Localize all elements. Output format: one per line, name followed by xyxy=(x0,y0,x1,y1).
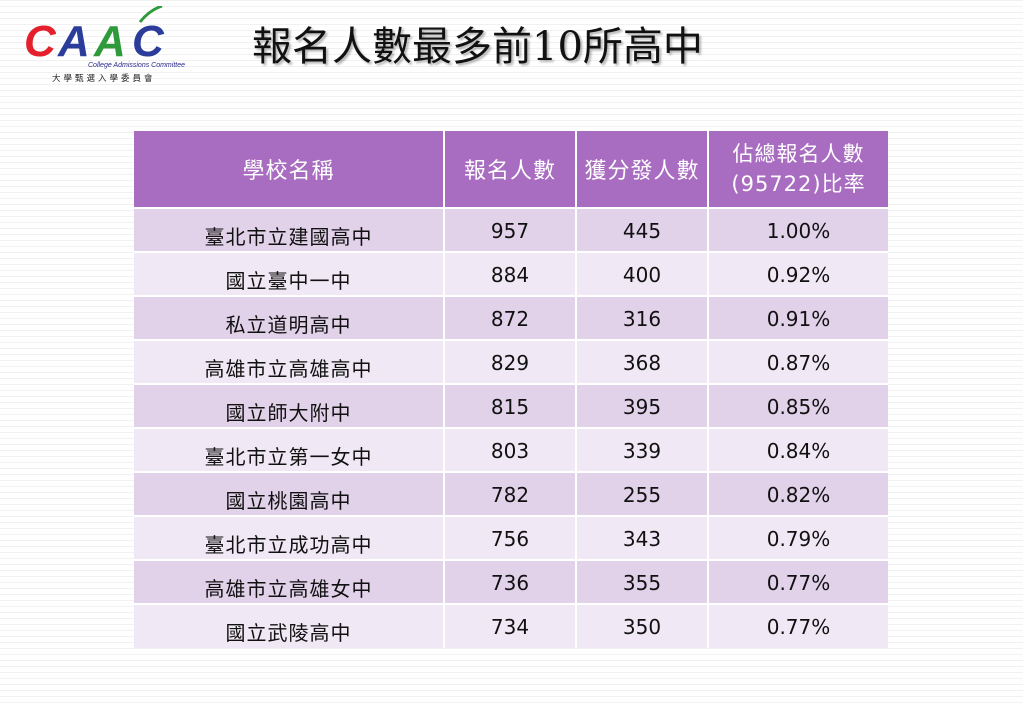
admitted-cell: 368 xyxy=(576,339,709,384)
header-school: 學校名稱 xyxy=(134,131,445,208)
applicants-cell: 815 xyxy=(444,383,577,428)
admitted-cell: 316 xyxy=(576,295,709,340)
applicants-cell: 829 xyxy=(444,339,577,384)
logo-english-name: College Admissions Committee xyxy=(88,62,185,69)
caac-logo-mark: C A A C xyxy=(24,6,165,66)
school-name-cell: 高雄市立高雄高中 xyxy=(134,339,445,384)
svg-text:A: A xyxy=(57,17,90,66)
ratio-cell: 0.79% xyxy=(708,515,888,560)
svg-text:C: C xyxy=(24,17,57,66)
header-admitted: 獲分發人數 xyxy=(576,131,709,208)
school-name-cell: 私立道明高中 xyxy=(134,295,445,340)
table-row: 國立師大附中 815 395 0.85% xyxy=(134,383,888,428)
school-name-cell: 國立桃園高中 xyxy=(134,471,445,516)
applicants-cell: 782 xyxy=(444,471,577,516)
applicants-cell: 957 xyxy=(444,207,577,252)
header-applicants: 報名人數 xyxy=(444,131,577,208)
ratio-cell: 0.92% xyxy=(708,251,888,296)
header-ratio: 佔總報名人數 (95722)比率 xyxy=(708,131,888,208)
caac-logo: C A A C College Admissions Committee 大學甄… xyxy=(22,6,204,88)
admitted-cell: 339 xyxy=(576,427,709,472)
page-title: 報名人數最多前10所高中 xyxy=(252,24,703,70)
admitted-cell: 400 xyxy=(576,251,709,296)
admitted-cell: 255 xyxy=(576,471,709,516)
applicants-cell: 756 xyxy=(444,515,577,560)
ratio-cell: 0.77% xyxy=(708,603,888,648)
svg-text:A: A xyxy=(93,17,126,66)
header-ratio-line1: 佔總報名人數 xyxy=(732,142,865,166)
admitted-cell: 445 xyxy=(576,207,709,252)
table-row: 國立臺中一中 884 400 0.92% xyxy=(134,251,888,296)
header-ratio-line2: (95722)比率 xyxy=(731,172,866,196)
admitted-cell: 350 xyxy=(576,603,709,648)
svg-text:C: C xyxy=(132,17,165,66)
table-row: 臺北市立第一女中 803 339 0.84% xyxy=(134,427,888,472)
ratio-cell: 0.87% xyxy=(708,339,888,384)
school-ranking-table: 學校名稱 報名人數 獲分發人數 佔總報名人數 (95722)比率 臺北市立建國高… xyxy=(134,131,888,648)
ratio-cell: 0.77% xyxy=(708,559,888,604)
applicants-cell: 736 xyxy=(444,559,577,604)
school-name-cell: 國立師大附中 xyxy=(134,383,445,428)
admitted-cell: 355 xyxy=(576,559,709,604)
ratio-cell: 0.85% xyxy=(708,383,888,428)
ratio-cell: 0.82% xyxy=(708,471,888,516)
ratio-cell: 1.00% xyxy=(708,207,888,252)
table-header-row: 學校名稱 報名人數 獲分發人數 佔總報名人數 (95722)比率 xyxy=(134,131,888,208)
table-row: 臺北市立成功高中 756 343 0.79% xyxy=(134,515,888,560)
applicants-cell: 872 xyxy=(444,295,577,340)
ratio-cell: 0.91% xyxy=(708,295,888,340)
ratio-cell: 0.84% xyxy=(708,427,888,472)
table-row: 國立武陵高中 734 350 0.77% xyxy=(134,603,888,648)
table-row: 私立道明高中 872 316 0.91% xyxy=(134,295,888,340)
applicants-cell: 803 xyxy=(444,427,577,472)
table-row: 國立桃園高中 782 255 0.82% xyxy=(134,471,888,516)
school-name-cell: 高雄市立高雄女中 xyxy=(134,559,445,604)
table-row: 臺北市立建國高中 957 445 1.00% xyxy=(134,207,888,252)
school-name-cell: 臺北市立建國高中 xyxy=(134,207,445,252)
school-name-cell: 臺北市立第一女中 xyxy=(134,427,445,472)
table-row: 高雄市立高雄高中 829 368 0.87% xyxy=(134,339,888,384)
table-row: 高雄市立高雄女中 736 355 0.77% xyxy=(134,559,888,604)
school-name-cell: 國立武陵高中 xyxy=(134,603,445,648)
school-name-cell: 臺北市立成功高中 xyxy=(134,515,445,560)
applicants-cell: 734 xyxy=(444,603,577,648)
logo-chinese-name: 大學甄選入學委員會 xyxy=(52,74,156,84)
applicants-cell: 884 xyxy=(444,251,577,296)
school-name-cell: 國立臺中一中 xyxy=(134,251,445,296)
admitted-cell: 395 xyxy=(576,383,709,428)
admitted-cell: 343 xyxy=(576,515,709,560)
